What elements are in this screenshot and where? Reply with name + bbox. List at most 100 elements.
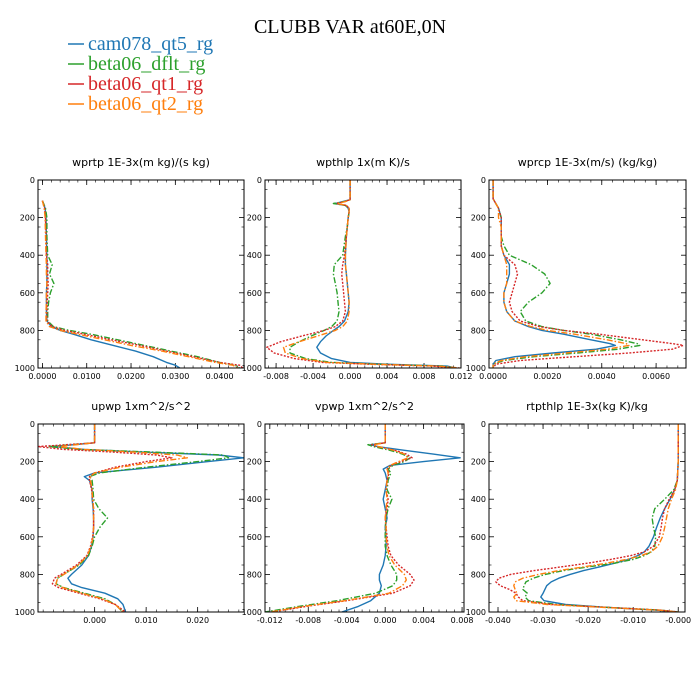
series-line-2-3 xyxy=(492,180,630,368)
legend-label-2: beta06_qt1_rg xyxy=(88,73,203,95)
series-line-5-0 xyxy=(540,424,679,612)
xtick-label-1-3: 0.004 xyxy=(376,372,399,381)
xtick-label-2-0: 0.0000 xyxy=(479,372,507,381)
xtick-label-1-4: 0.008 xyxy=(413,372,436,381)
legend-label-0: cam078_qt5_rg xyxy=(88,33,213,55)
panel-2: wprcp 1E-3x(m/s) (kg/kg) 0 200 400 600 800 100… xyxy=(466,156,687,381)
series-line-3-3 xyxy=(55,424,189,612)
ytick-label-5-1: 200 xyxy=(471,458,486,467)
series-line-2-0 xyxy=(492,180,617,368)
legend-label-1: beta06_dflt_rg xyxy=(88,53,205,75)
series-line-1-3 xyxy=(282,180,460,368)
ytick-label-3-2: 400 xyxy=(20,495,35,504)
series-line-0-2 xyxy=(41,200,244,368)
ytick-label-4-2: 400 xyxy=(247,495,262,504)
panel-3: upwp 1xm^2/s^2 0 200 400 600 800 1000 0.000 0.01… xyxy=(15,400,245,625)
panel-frame-5 xyxy=(488,423,686,613)
xtick-label-3-0: 0.000 xyxy=(83,616,106,625)
ytick-label-0-5: 1000 xyxy=(15,364,35,373)
xtick-label-5-4: -0.000 xyxy=(665,616,691,625)
xtick-label-4-1: -0.008 xyxy=(295,616,321,625)
xtick-label-0-0: 0.0000 xyxy=(28,372,56,381)
panel-4: vpwp 1xm^2/s^2 0 200 400 600 800 1000-0.012 -0.… xyxy=(242,400,474,625)
panel-frame-4 xyxy=(264,423,465,613)
ytick-label-4-0: 0 xyxy=(257,420,262,429)
ytick-label-3-5: 1000 xyxy=(15,608,35,617)
panel-title-3: upwp 1xm^2/s^2 xyxy=(91,400,191,413)
xtick-label-2-3: 0.0060 xyxy=(642,372,670,381)
ytick-label-0-2: 400 xyxy=(20,251,35,260)
panel-5: rtpthlp 1E-3x(kg K)/kg02004006008001000-… xyxy=(466,400,691,625)
ytick-label-5-3: 600 xyxy=(471,533,486,542)
xtick-label-0-4: 0.0400 xyxy=(206,372,234,381)
panel-frame-2 xyxy=(488,179,687,369)
ytick-label-4-4: 800 xyxy=(247,570,262,579)
legend-label-3: beta06_qt2_rg xyxy=(88,93,203,115)
ytick-label-0-4: 800 xyxy=(20,326,35,335)
xtick-label-1-5: 0.012 xyxy=(450,372,473,381)
ytick-label-2-4: 800 xyxy=(471,326,486,335)
xtick-label-3-2: 0.020 xyxy=(186,616,209,625)
xtick-label-2-1: 0.0020 xyxy=(533,372,561,381)
xtick-label-4-4: 0.004 xyxy=(412,616,435,625)
panel-frame-1 xyxy=(264,179,462,369)
ytick-label-0-3: 600 xyxy=(20,289,35,298)
panel-title-1: wpthlp 1x(m K)/s xyxy=(316,156,410,169)
ytick-label-3-3: 600 xyxy=(20,533,35,542)
xtick-label-4-3: 0.000 xyxy=(374,616,397,625)
xtick-label-4-5: 0.008 xyxy=(451,616,474,625)
panel-title-2: wprcp 1E-3x(m/s) (kg/kg) xyxy=(518,156,657,169)
ytick-label-2-5: 1000 xyxy=(466,364,486,373)
panel-title-0: wprtp 1E-3x(m kg)/(s kg) xyxy=(72,156,210,169)
xtick-label-5-0: -0.040 xyxy=(485,616,511,625)
series-line-0-0 xyxy=(41,200,181,368)
ytick-label-2-0: 0 xyxy=(481,176,486,185)
panel-0: wprtp 1E-3x(m kg)/(s kg) 0 200 400 600 800 100… xyxy=(15,156,245,381)
panel-title-5: rtpthlp 1E-3x(kg K)/kg xyxy=(526,400,648,413)
figure-title: CLUBB VAR at60E,0N xyxy=(254,16,446,38)
series-line-4-3 xyxy=(269,424,409,612)
ytick-label-3-0: 0 xyxy=(30,420,35,429)
xtick-label-5-3: -0.010 xyxy=(620,616,646,625)
xtick-label-1-2: 0.000 xyxy=(339,372,362,381)
ytick-label-0-1: 200 xyxy=(20,214,35,223)
ytick-label-1-2: 400 xyxy=(247,251,262,260)
ytick-label-5-5: 1000 xyxy=(466,608,486,617)
ytick-label-2-2: 400 xyxy=(471,251,486,260)
series-line-5-3 xyxy=(513,424,679,612)
legend: cam078_qt5_rgbeta06_dflt_rgbeta06_qt1_rg… xyxy=(68,33,213,115)
ytick-label-1-0: 0 xyxy=(257,176,262,185)
ytick-label-5-4: 800 xyxy=(471,570,486,579)
ytick-label-3-4: 800 xyxy=(20,570,35,579)
ytick-label-2-3: 600 xyxy=(471,289,486,298)
ytick-label-0-0: 0 xyxy=(30,176,35,185)
ytick-label-3-1: 200 xyxy=(20,458,35,467)
panel-1: wpthlp 1x(m K)/s 0 200 400 600 800 1000-0.008 -… xyxy=(242,156,473,381)
panel-title-4: vpwp 1xm^2/s^2 xyxy=(315,400,414,413)
ytick-label-4-1: 200 xyxy=(247,458,262,467)
ytick-label-5-2: 400 xyxy=(471,495,486,504)
series-line-0-1 xyxy=(41,200,240,368)
series-line-0-3 xyxy=(41,200,238,368)
series-line-2-2 xyxy=(492,180,684,368)
ytick-label-1-5: 1000 xyxy=(242,364,262,373)
ytick-label-1-1: 200 xyxy=(247,214,262,223)
series-line-1-1 xyxy=(289,180,457,368)
xtick-label-0-2: 0.0200 xyxy=(117,372,145,381)
xtick-label-0-3: 0.0300 xyxy=(161,372,189,381)
ytick-label-1-3: 600 xyxy=(247,289,262,298)
xtick-label-3-1: 0.010 xyxy=(135,616,158,625)
panel-frame-3 xyxy=(37,423,245,613)
xtick-label-1-0: -0.008 xyxy=(263,372,289,381)
xtick-label-4-0: -0.012 xyxy=(257,616,283,625)
chart-panels: wprtp 1E-3x(m kg)/(s kg) 0 200 400 600 800 100… xyxy=(15,156,691,625)
series-line-5-1 xyxy=(522,424,679,612)
ytick-label-5-0: 0 xyxy=(481,420,486,429)
series-line-1-2 xyxy=(266,180,460,368)
xtick-label-1-1: -0.004 xyxy=(300,372,326,381)
series-line-4-2 xyxy=(271,424,415,612)
panel-frame-0 xyxy=(37,179,245,369)
xtick-label-4-2: -0.004 xyxy=(334,616,360,625)
series-line-1-0 xyxy=(316,180,457,368)
